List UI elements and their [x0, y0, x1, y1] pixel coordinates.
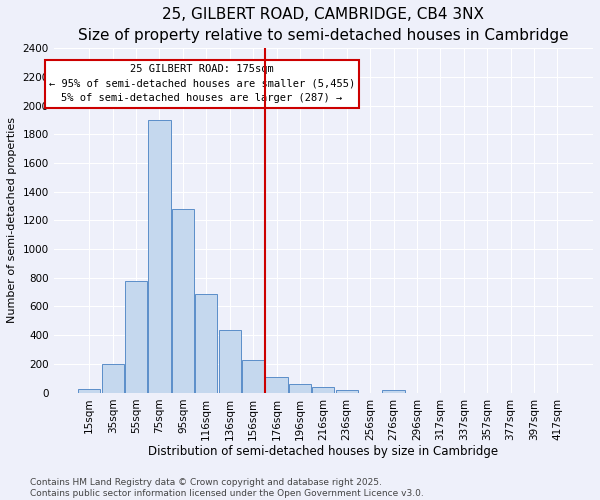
- X-axis label: Distribution of semi-detached houses by size in Cambridge: Distribution of semi-detached houses by …: [148, 445, 499, 458]
- Bar: [101, 364, 124, 392]
- Text: 25 GILBERT ROAD: 175sqm
← 95% of semi-detached houses are smaller (5,455)
5% of : 25 GILBERT ROAD: 175sqm ← 95% of semi-de…: [49, 64, 355, 104]
- Text: Contains HM Land Registry data © Crown copyright and database right 2025.
Contai: Contains HM Land Registry data © Crown c…: [30, 478, 424, 498]
- Bar: [148, 120, 170, 392]
- Bar: [335, 390, 358, 392]
- Bar: [218, 330, 241, 392]
- Title: 25, GILBERT ROAD, CAMBRIDGE, CB4 3NX
Size of property relative to semi-detached : 25, GILBERT ROAD, CAMBRIDGE, CB4 3NX Siz…: [78, 7, 569, 43]
- Bar: [172, 209, 194, 392]
- Y-axis label: Number of semi-detached properties: Number of semi-detached properties: [7, 118, 17, 324]
- Bar: [195, 294, 217, 392]
- Bar: [312, 388, 334, 392]
- Bar: [265, 378, 287, 392]
- Bar: [242, 360, 264, 392]
- Bar: [125, 282, 147, 393]
- Bar: [382, 390, 404, 392]
- Bar: [289, 384, 311, 392]
- Bar: [78, 389, 100, 392]
